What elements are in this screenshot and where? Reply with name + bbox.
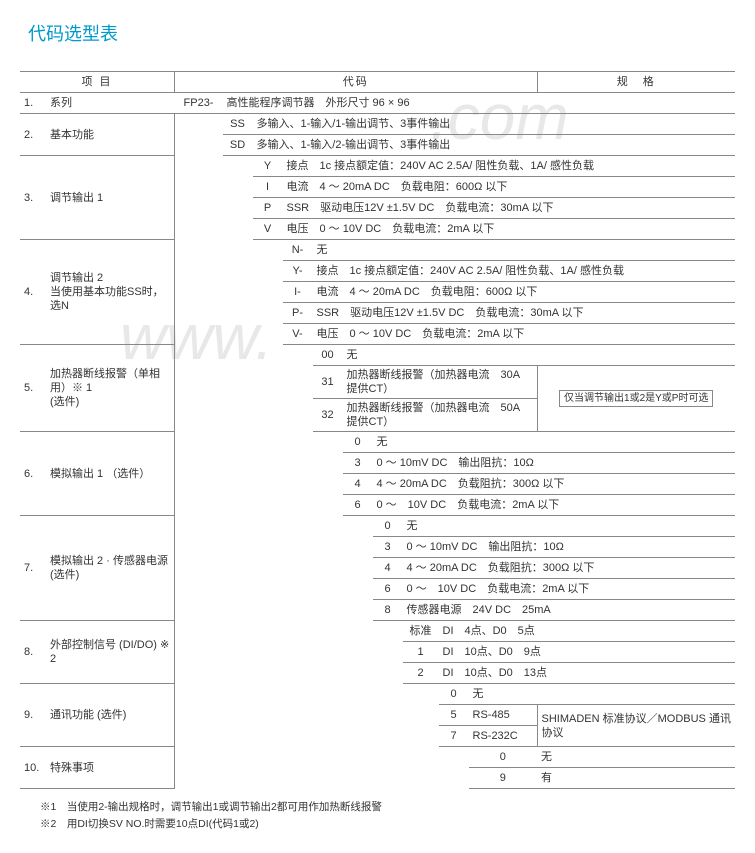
header-spec: 规 格 bbox=[537, 72, 735, 93]
header-item: 项 目 bbox=[20, 72, 175, 93]
row-analog1: 6. 模拟输出 1 （选件） 0 无 bbox=[20, 432, 735, 453]
row-basic: 2. 基本功能 SS 多输入、1-输入/1-输出调节、3事件输出 bbox=[20, 114, 735, 135]
row-output2: 4. 调节输出 2当使用基本功能SS时，选N N- 无 bbox=[20, 240, 735, 261]
footnote-2: ※2 用DI切换SV NO.时需要10点DI(代码1或2) bbox=[40, 816, 735, 833]
row-comm: 9. 通讯功能 (选件) 0 无 bbox=[20, 684, 735, 705]
footnotes: ※1 当使用2-输出规格时，调节输出1或调节输出2都可用作加热断线报警 ※2 用… bbox=[20, 799, 735, 833]
row-analog2: 7. 模拟输出 2 · 传感器电源 (选件) 0 无 bbox=[20, 516, 735, 537]
row-dido: 8. 外部控制信号 (DI/DO) ※ 2 标准 DI 4点、D0 5点 bbox=[20, 621, 735, 642]
header-code: 代码 bbox=[175, 72, 538, 93]
row-heater: 5. 加热器断线报警（单相用）※ 1(选件) 00 无 bbox=[20, 345, 735, 366]
note-heater: 仅当调节输出1或2是Y或P时可选 bbox=[559, 390, 713, 407]
footnote-1: ※1 当使用2-输出规格时，调节输出1或调节输出2都可用作加热断线报警 bbox=[40, 799, 735, 816]
table-header-row: 项 目 代码 规 格 bbox=[20, 72, 735, 93]
note-comm: SHIMADEN 标准协议／MODBUS 通讯协议 bbox=[537, 705, 735, 747]
row-series: 1. 系列 FP23- 高性能程序调节器 外形尺寸 96 × 96 bbox=[20, 93, 735, 114]
page-title: 代码选型表 bbox=[28, 20, 735, 46]
selection-table: 项 目 代码 规 格 1. 系列 FP23- 高性能程序调节器 外形尺寸 96 … bbox=[20, 71, 735, 789]
row-special: 10. 特殊事项 0 无 bbox=[20, 747, 735, 768]
row-output1: 3. 调节输出 1 Y 接点 1c 接点额定值：240V AC 2.5A/ 阻性… bbox=[20, 156, 735, 177]
